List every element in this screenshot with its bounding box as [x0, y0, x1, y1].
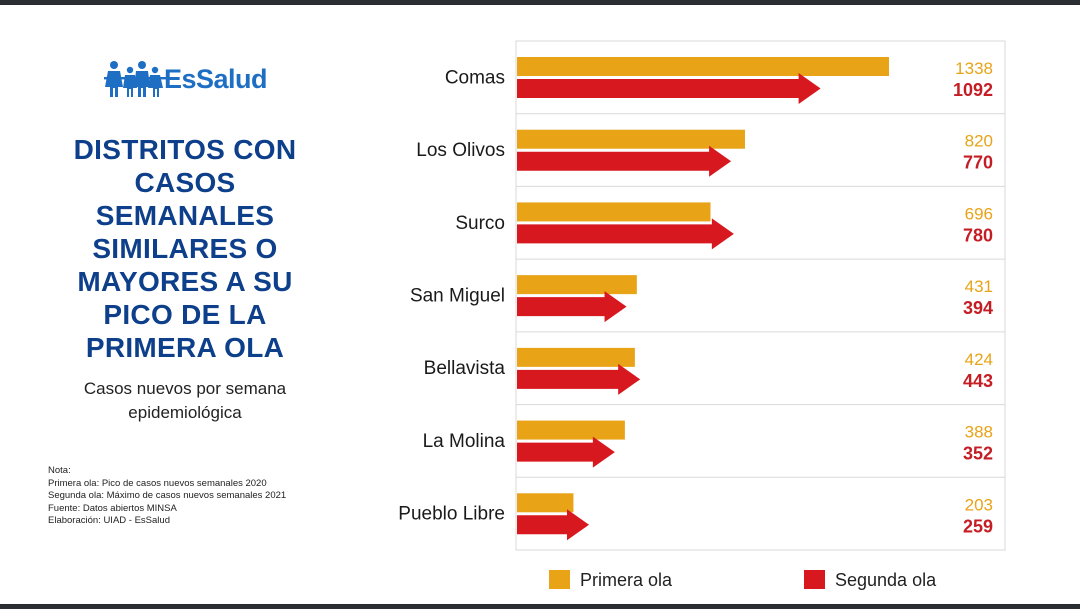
infographic-card: EsSalud DISTRITOS CON CASOS SEMANALES SI… [0, 5, 1080, 604]
data-label-primera-ola: 203 [965, 495, 993, 514]
footnote-line: Elaboración: UIAD - EsSalud [48, 515, 170, 526]
legend-swatch-segunda-ola [804, 570, 825, 589]
data-label-primera-ola: 424 [965, 350, 993, 369]
subtitle: Casos nuevos por semana epidemiológica [83, 379, 287, 422]
footnote-line: Segunda ola: Máximo de casos nuevos sema… [48, 490, 287, 501]
arrow-segunda-ola [517, 73, 821, 104]
data-label-segunda-ola: 352 [963, 444, 993, 464]
bar-chart: Comas 1338 1092 Los Olivos 820 770 Surco 696 780… [398, 40, 1006, 590]
data-label-primera-ola: 696 [965, 204, 993, 223]
arrow-segunda-ola [517, 363, 641, 395]
legend-label-primera-ola: Primera ola [580, 570, 673, 590]
footnote-line: Primera ola: Pico de casos nuevos semana… [48, 477, 267, 489]
data-label-primera-ola: 431 [965, 277, 993, 296]
page-title: DISTRITOS CON CASOS SEMANALES SIMILARES … [73, 134, 297, 363]
bar-primera-ola [517, 129, 745, 149]
data-label-primera-ola: 1338 [955, 59, 993, 78]
footnote: Nota: Primera ola: Pico de casos nuevos … [48, 465, 368, 528]
essalud-logo: EsSalud [104, 57, 284, 101]
arrow-segunda-ola [517, 291, 627, 323]
category-label: Surco [455, 213, 505, 234]
category-label: Bellavista [424, 358, 506, 379]
category-label: La Molina [423, 431, 506, 452]
arrow-segunda-ola [517, 436, 615, 468]
legend-label-segunda-ola: Segunda ola [835, 570, 937, 590]
category-label: Pueblo Libre [398, 504, 505, 525]
family-logo-icon [104, 61, 166, 97]
bar-primera-ola [517, 202, 711, 222]
data-label-segunda-ola: 443 [963, 371, 993, 391]
bar-primera-ola [517, 57, 889, 76]
bar-primera-ola [517, 493, 574, 513]
data-label-segunda-ola: 394 [963, 298, 993, 318]
data-label-primera-ola: 388 [965, 423, 993, 442]
category-label: Los Olivos [416, 140, 505, 161]
brand-name: EsSalud [164, 63, 268, 94]
data-label-segunda-ola: 780 [963, 225, 993, 245]
data-label-segunda-ola: 770 [963, 153, 993, 173]
arrow-segunda-ola [517, 145, 732, 177]
footnote-heading: Nota: [48, 465, 71, 476]
footnote-line: Fuente: Datos abiertos MINSA [48, 502, 177, 514]
data-label-segunda-ola: 259 [963, 516, 993, 536]
legend-swatch-primera-ola [549, 570, 570, 589]
arrow-segunda-ola [517, 218, 734, 250]
arrow-segunda-ola [517, 509, 590, 541]
data-label-primera-ola: 820 [965, 132, 993, 151]
bar-primera-ola [517, 347, 635, 367]
bar-primera-ola [517, 420, 625, 440]
plot-frame [515, 40, 1006, 551]
category-label: San Miguel [410, 286, 505, 307]
data-label-segunda-ola: 1092 [953, 80, 993, 100]
bar-primera-ola [517, 275, 637, 295]
category-label: Comas [445, 67, 505, 88]
